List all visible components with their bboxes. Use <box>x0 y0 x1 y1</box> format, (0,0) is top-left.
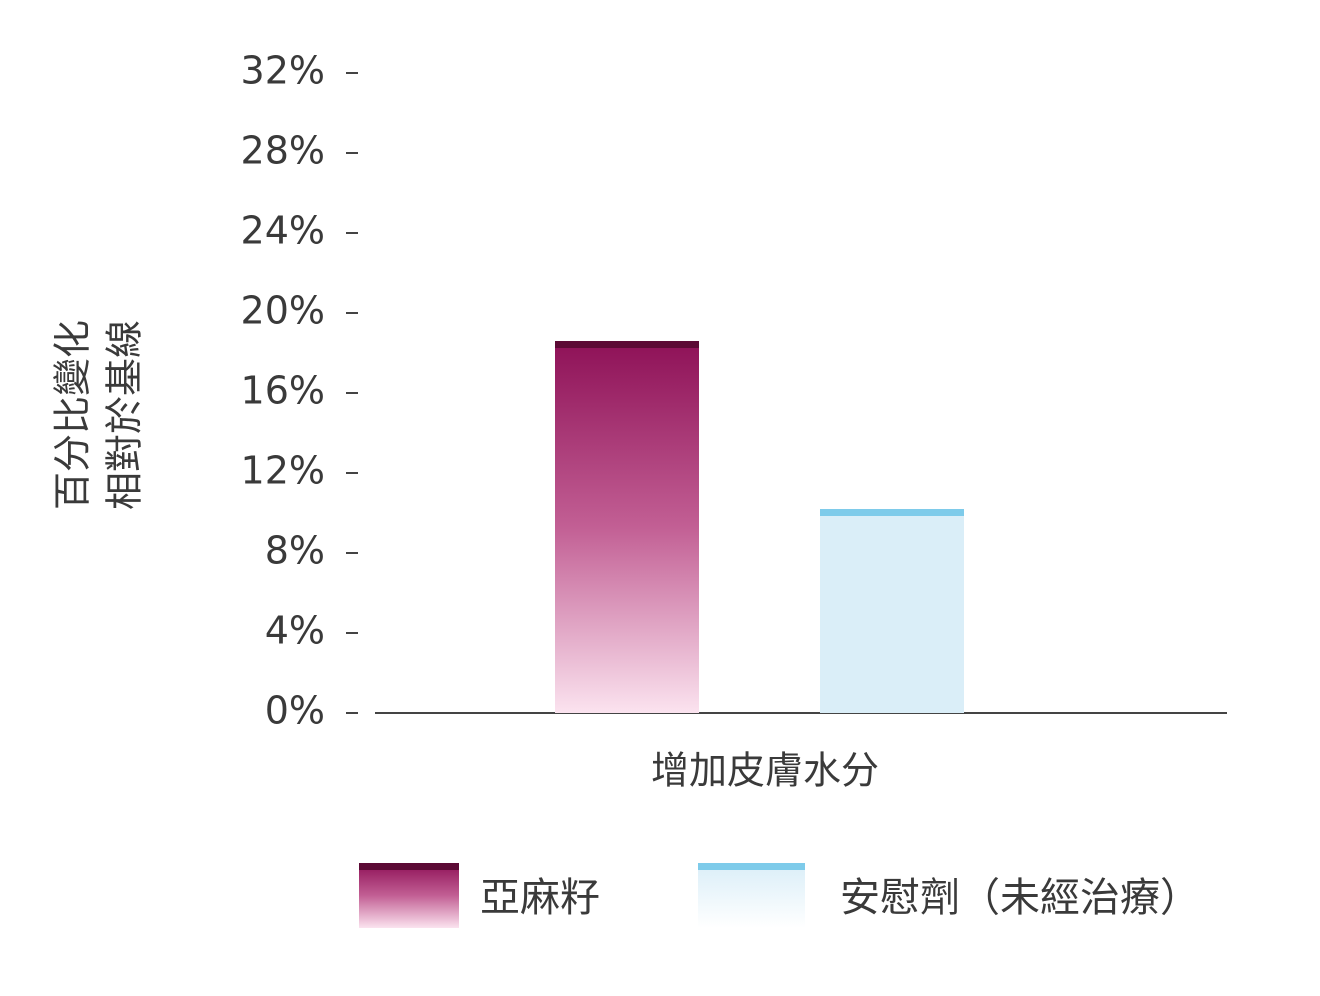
legend-label: 亞麻籽 <box>480 875 600 921</box>
y-tick-label: 8% <box>265 529 325 573</box>
legend-swatch <box>698 863 805 928</box>
y-tick-label: 20% <box>241 289 325 333</box>
bar-cap <box>555 341 699 348</box>
legend-swatch <box>359 863 459 928</box>
bar <box>820 509 964 713</box>
legend-swatch-cap <box>698 863 805 870</box>
y-tick-label: 28% <box>241 129 325 173</box>
y-axis-label: 百分比變化 <box>51 320 95 510</box>
y-axis-label: 相對於基線 <box>103 320 147 510</box>
y-tick-label: 12% <box>241 449 325 493</box>
x-tick-label: 增加皮膚水分 <box>651 749 879 793</box>
y-tick-label: 0% <box>265 689 325 733</box>
y-tick-label: 16% <box>241 369 325 413</box>
legend-swatch-cap <box>359 863 459 870</box>
legend-label: 安慰劑（未經治療） <box>840 875 1200 921</box>
y-tick-label: 32% <box>241 49 325 93</box>
bar <box>555 341 699 713</box>
y-tick-label: 24% <box>241 209 325 253</box>
bar-cap <box>820 509 964 516</box>
y-tick-label: 4% <box>265 609 325 653</box>
